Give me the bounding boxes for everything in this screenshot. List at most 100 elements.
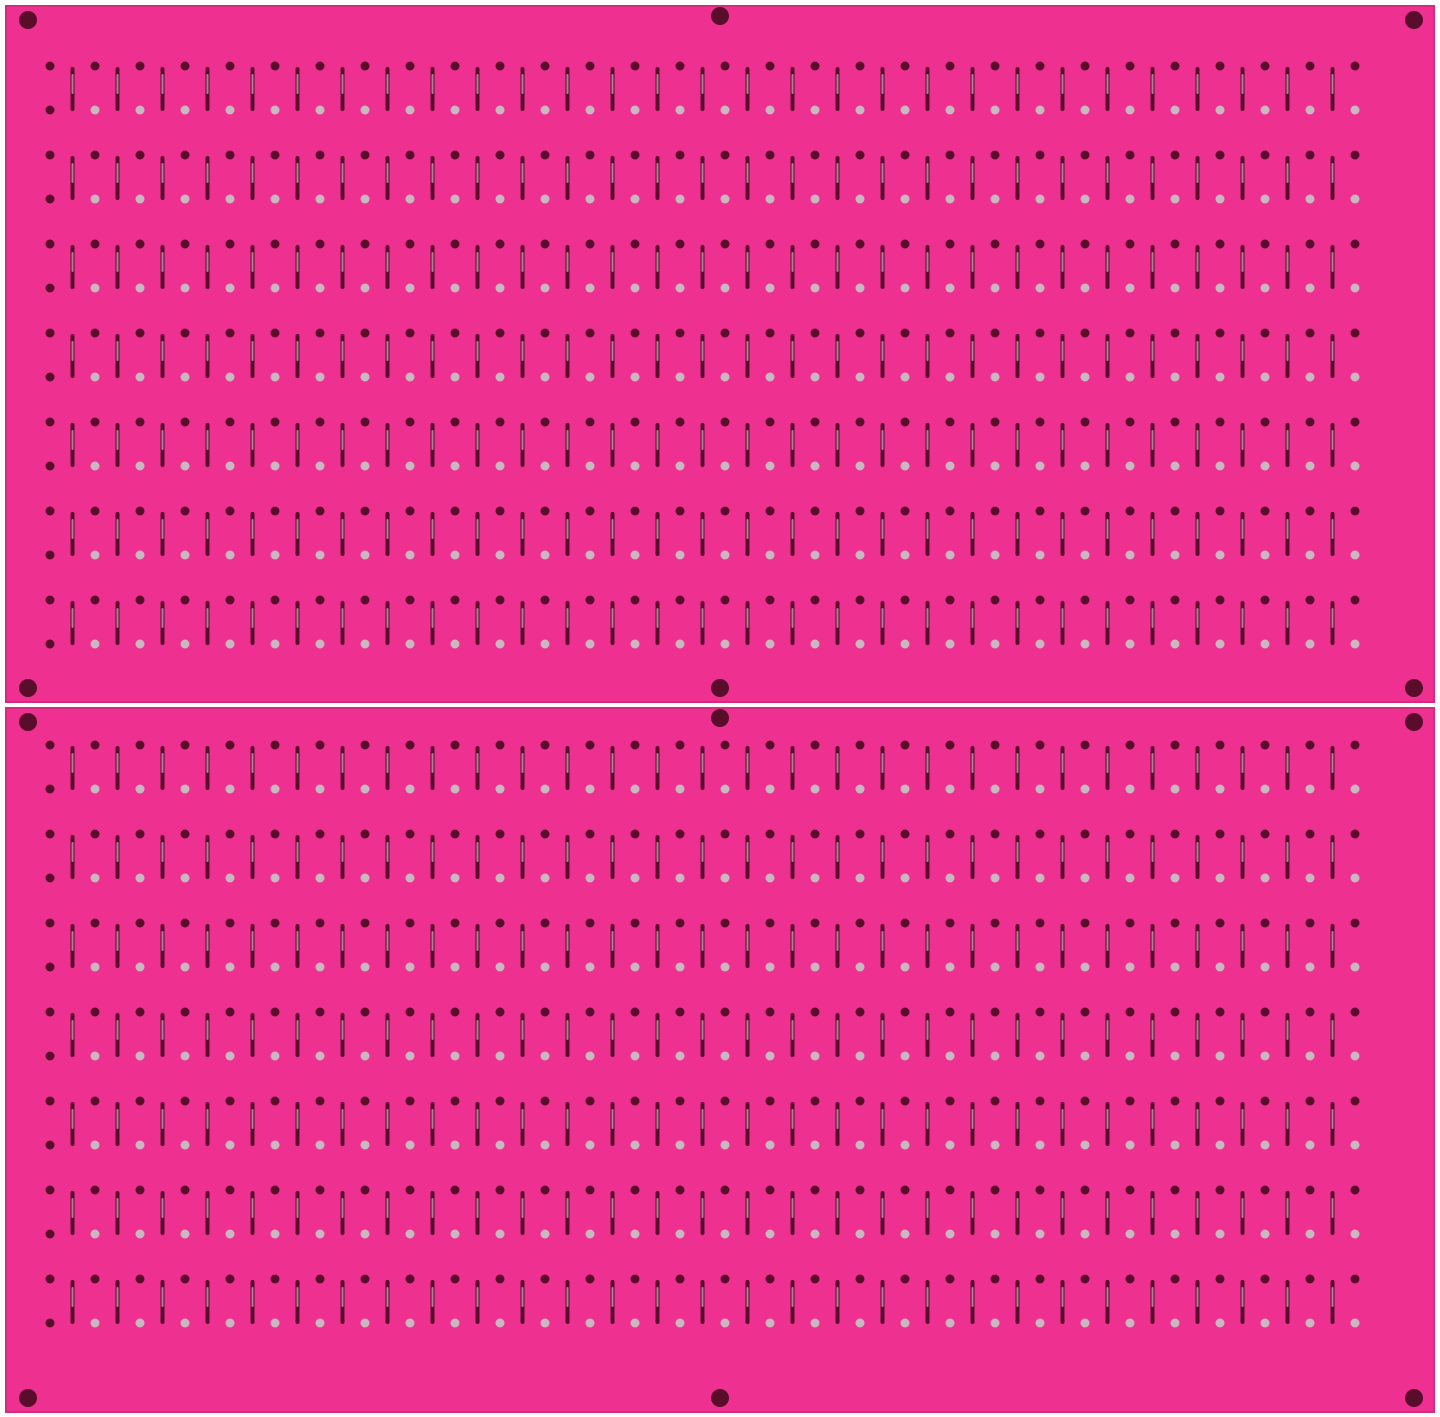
peg-hole bbox=[990, 283, 1000, 293]
slot-highlight bbox=[1196, 1198, 1199, 1218]
peg-hole bbox=[495, 1007, 505, 1017]
slot-highlight bbox=[161, 931, 164, 951]
peg-hole bbox=[585, 283, 595, 293]
slot-highlight bbox=[1106, 1020, 1109, 1040]
slot-highlight bbox=[161, 1109, 164, 1129]
slot-highlight bbox=[1151, 341, 1154, 361]
peg-hole bbox=[135, 105, 145, 115]
peg-hole bbox=[495, 283, 505, 293]
peg-hole bbox=[540, 194, 550, 204]
slot-highlight bbox=[1241, 608, 1244, 628]
peg-hole bbox=[1125, 918, 1135, 928]
peg-hole bbox=[945, 639, 955, 649]
slot-highlight bbox=[566, 430, 569, 450]
peg-hole bbox=[270, 550, 280, 560]
slot-highlight bbox=[431, 519, 434, 539]
slot-highlight bbox=[116, 430, 119, 450]
peg-hole bbox=[495, 595, 505, 605]
peg-hole bbox=[1350, 506, 1360, 516]
slot-highlight bbox=[1196, 842, 1199, 862]
peg-hole bbox=[315, 595, 325, 605]
peg-hole bbox=[1350, 1096, 1360, 1106]
slot-highlight bbox=[1241, 341, 1244, 361]
slot-highlight bbox=[881, 1020, 884, 1040]
peg-hole bbox=[630, 461, 640, 471]
peg-hole bbox=[945, 283, 955, 293]
slot-highlight bbox=[926, 163, 929, 183]
peg-hole bbox=[45, 918, 55, 928]
peg-hole bbox=[810, 283, 820, 293]
peg-hole bbox=[180, 873, 190, 883]
slot-highlight bbox=[611, 163, 614, 183]
peg-hole bbox=[405, 918, 415, 928]
slot-highlight bbox=[791, 341, 794, 361]
slot-highlight bbox=[926, 1020, 929, 1040]
slot-highlight bbox=[1016, 341, 1019, 361]
peg-hole bbox=[135, 61, 145, 71]
slot-highlight bbox=[1016, 1198, 1019, 1218]
slot-highlight bbox=[161, 252, 164, 272]
peg-hole bbox=[810, 461, 820, 471]
peg-hole bbox=[1305, 784, 1315, 794]
slot-highlight bbox=[1016, 1287, 1019, 1307]
peg-hole bbox=[405, 962, 415, 972]
peg-hole bbox=[675, 595, 685, 605]
slot-highlight bbox=[566, 341, 569, 361]
slot-highlight bbox=[1331, 341, 1334, 361]
peg-hole bbox=[450, 372, 460, 382]
peg-hole bbox=[585, 1096, 595, 1106]
slot-highlight bbox=[926, 842, 929, 862]
slot-highlight bbox=[1286, 341, 1289, 361]
peg-hole bbox=[630, 506, 640, 516]
peg-hole bbox=[1350, 417, 1360, 427]
peg-hole bbox=[1350, 372, 1360, 382]
peg-hole bbox=[765, 61, 775, 71]
slot-highlight bbox=[791, 842, 794, 862]
peg-hole bbox=[315, 1185, 325, 1195]
peg-hole bbox=[360, 283, 370, 293]
peg-hole bbox=[315, 1229, 325, 1239]
slot-highlight bbox=[1331, 252, 1334, 272]
peg-hole bbox=[45, 1318, 55, 1328]
peg-hole bbox=[855, 1229, 865, 1239]
peg-hole bbox=[1215, 150, 1225, 160]
peg-hole bbox=[765, 740, 775, 750]
peg-hole bbox=[1125, 962, 1135, 972]
peg-hole bbox=[1260, 283, 1270, 293]
peg-hole bbox=[1080, 784, 1090, 794]
slot-highlight bbox=[746, 519, 749, 539]
peg-hole bbox=[360, 1007, 370, 1017]
slot-highlight bbox=[386, 341, 389, 361]
slot-highlight bbox=[71, 163, 74, 183]
peg-hole bbox=[180, 1185, 190, 1195]
peg-hole bbox=[45, 595, 55, 605]
peg-hole bbox=[765, 1007, 775, 1017]
peg-hole bbox=[945, 740, 955, 750]
mounting-hole bbox=[19, 713, 37, 731]
slot-highlight bbox=[1106, 842, 1109, 862]
slot-highlight bbox=[431, 1109, 434, 1129]
slot-highlight bbox=[251, 753, 254, 773]
mounting-hole bbox=[19, 11, 37, 29]
peg-hole bbox=[405, 1318, 415, 1328]
slot-highlight bbox=[1016, 519, 1019, 539]
slot-highlight bbox=[341, 931, 344, 951]
peg-hole bbox=[1170, 417, 1180, 427]
peg-hole bbox=[720, 918, 730, 928]
slot-highlight bbox=[116, 163, 119, 183]
peg-hole bbox=[1215, 1051, 1225, 1061]
peg-hole bbox=[765, 1096, 775, 1106]
peg-hole bbox=[1035, 194, 1045, 204]
peg-hole bbox=[675, 873, 685, 883]
peg-hole bbox=[900, 740, 910, 750]
slot-highlight bbox=[1331, 430, 1334, 450]
slot-highlight bbox=[1016, 931, 1019, 951]
peg-hole bbox=[585, 829, 595, 839]
slot-highlight bbox=[386, 608, 389, 628]
slot-highlight bbox=[476, 753, 479, 773]
peg-hole bbox=[360, 918, 370, 928]
pegboard-panels bbox=[5, 5, 1435, 1413]
slot-highlight bbox=[926, 753, 929, 773]
peg-hole bbox=[1350, 150, 1360, 160]
peg-hole bbox=[495, 372, 505, 382]
